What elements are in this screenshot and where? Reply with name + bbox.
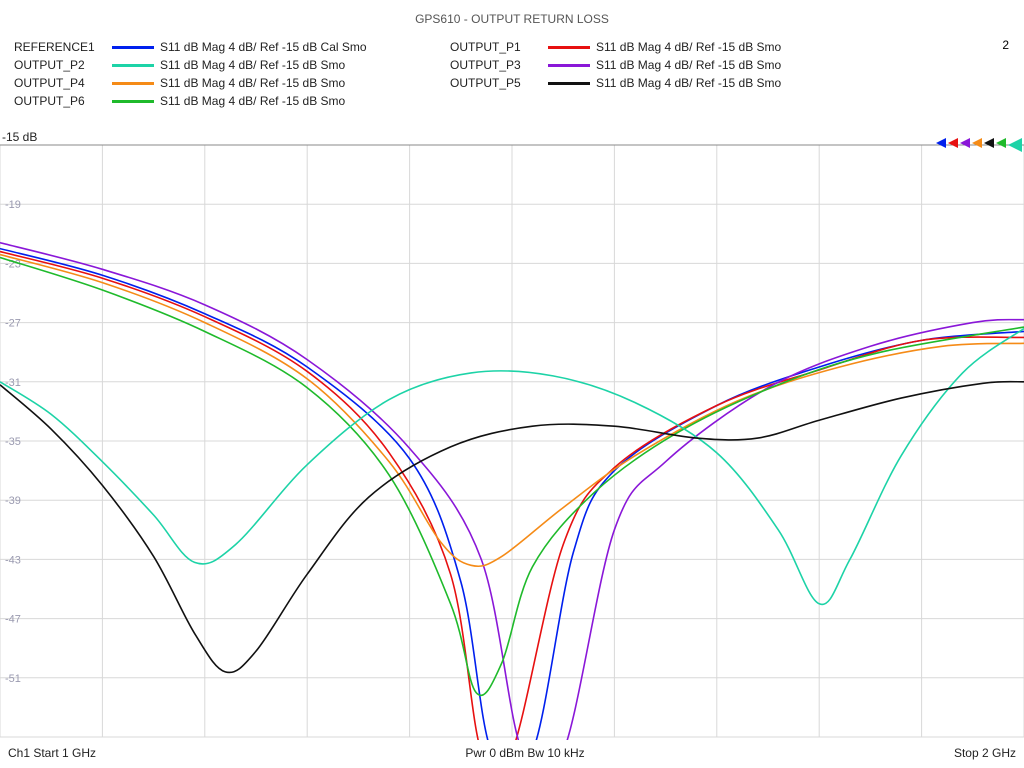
legend-swatch [548,46,590,49]
legend-trace-desc: S11 dB Mag 4 dB/ Ref -15 dB Smo [590,76,886,90]
active-trace-marker-icon [1008,138,1022,152]
legend-trace-desc: S11 dB Mag 4 dB/ Ref -15 dB Cal Smo [154,40,450,54]
page-number: 2 [1002,38,1009,52]
legend-swatch [548,82,590,85]
legend-trace-name: OUTPUT_P1 [450,40,548,54]
legend-swatch [112,82,154,85]
legend-trace-name: REFERENCE1 [14,40,112,54]
legend-trace-name: OUTPUT_P5 [450,76,548,90]
legend-trace-desc: S11 dB Mag 4 dB/ Ref -15 dB Smo [590,58,886,72]
trace-marker-icon [948,138,958,148]
svg-text:-19: -19 [5,199,21,211]
svg-text:-35: -35 [5,436,21,448]
legend-trace-desc: S11 dB Mag 4 dB/ Ref -15 dB Smo [154,76,450,90]
footer-right: Stop 2 GHz [954,746,1016,760]
svg-text:-43: -43 [5,554,21,566]
legend-trace-name: OUTPUT_P6 [14,94,112,108]
svg-text:-47: -47 [5,614,21,626]
legend-swatch [112,46,154,49]
footer-left: Ch1 Start 1 GHz [8,746,96,760]
svg-text:-27: -27 [5,318,21,330]
trace-marker-icon [984,138,994,148]
trace-marker-icon [936,138,946,148]
legend-swatch [112,64,154,67]
trace-marker-icon [972,138,982,148]
trace-marker-icon [996,138,1006,148]
legend-trace-desc: S11 dB Mag 4 dB/ Ref -15 dB Smo [590,40,886,54]
chart-title: GPS610 - OUTPUT RETURN LOSS [0,0,1024,26]
legend-trace-name: OUTPUT_P2 [14,58,112,72]
legend-swatch [112,100,154,103]
legend-trace-name: OUTPUT_P3 [450,58,548,72]
trace-marker-icon [960,138,970,148]
legend-block: REFERENCE1 S11 dB Mag 4 dB/ Ref -15 dB Ca… [14,38,886,110]
svg-text:-39: -39 [5,495,21,507]
legend-trace-name: OUTPUT_P4 [14,76,112,90]
legend-trace-desc: S11 dB Mag 4 dB/ Ref -15 dB Smo [154,94,450,108]
legend-trace-desc: S11 dB Mag 4 dB/ Ref -15 dB Smo [154,58,450,72]
svg-text:-51: -51 [5,673,21,685]
footer-bar: Ch1 Start 1 GHz Pwr 0 dBm Bw 10 kHz Stop… [8,746,1016,760]
trace-markers [936,138,1022,152]
footer-center: Pwr 0 dBm Bw 10 kHz [465,746,584,760]
chart-plot-area: -19-23-27-31-35-39-43-47-51 [0,130,1024,740]
legend-swatch [548,64,590,67]
